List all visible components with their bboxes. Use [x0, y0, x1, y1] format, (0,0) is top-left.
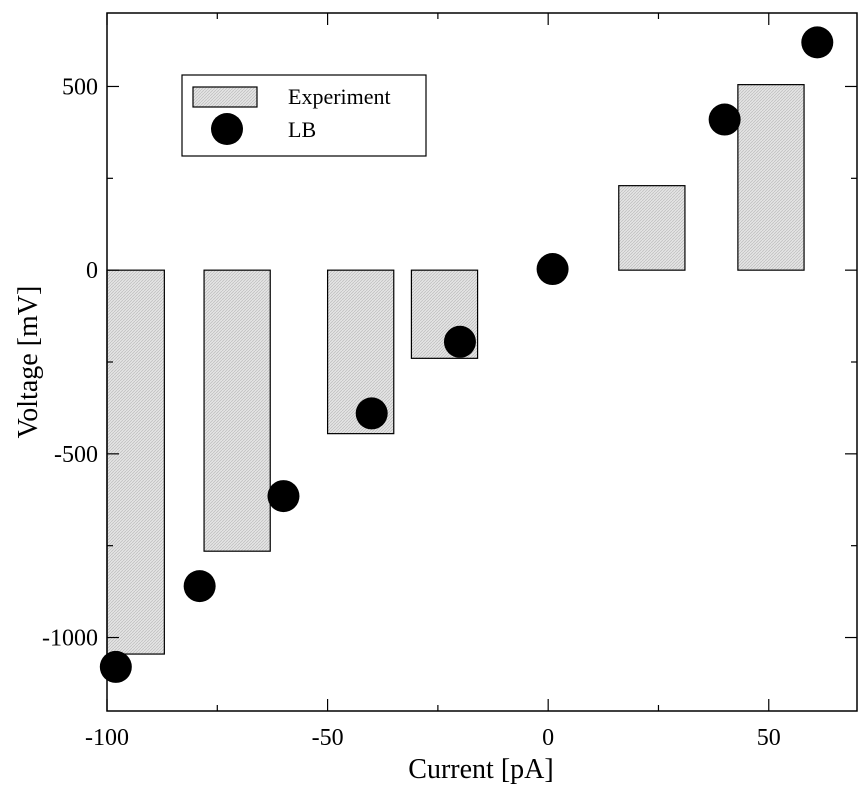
legend-marker-lb — [211, 113, 243, 145]
legend-label-experiment: Experiment — [288, 84, 391, 109]
lb-points — [99, 26, 834, 683]
legend-label-lb: LB — [288, 117, 316, 142]
lb-point-1 — [99, 650, 132, 683]
legend: Experiment LB — [181, 74, 427, 157]
x-tick-label: 0 — [542, 725, 554, 751]
y-tick-label: -1000 — [42, 626, 98, 652]
experiment-bar-6 — [737, 84, 805, 271]
lb-point-6 — [536, 253, 569, 286]
experiment-bar-5 — [618, 185, 686, 271]
x-axis-title: Current [pA] — [408, 754, 553, 785]
experiment-bar-2 — [203, 269, 271, 552]
y-tick-label: -500 — [54, 442, 98, 468]
x-tick-label: -50 — [312, 725, 344, 751]
lb-point-3 — [267, 480, 300, 513]
y-tick-label: 500 — [62, 74, 98, 100]
lb-point-2 — [183, 570, 216, 603]
lb-point-4 — [355, 397, 388, 430]
lb-point-5 — [443, 325, 476, 358]
experiment-bars — [106, 84, 805, 655]
x-tick-label: -100 — [85, 725, 129, 751]
y-tick-label: 0 — [86, 258, 98, 284]
x-tick-label: 50 — [757, 725, 781, 751]
lb-point-7 — [708, 103, 741, 136]
lb-point-8 — [801, 26, 834, 59]
experiment-bar-1 — [106, 269, 165, 655]
y-axis-title: Voltage [mV] — [13, 286, 44, 439]
legend-swatch-experiment — [192, 86, 258, 108]
